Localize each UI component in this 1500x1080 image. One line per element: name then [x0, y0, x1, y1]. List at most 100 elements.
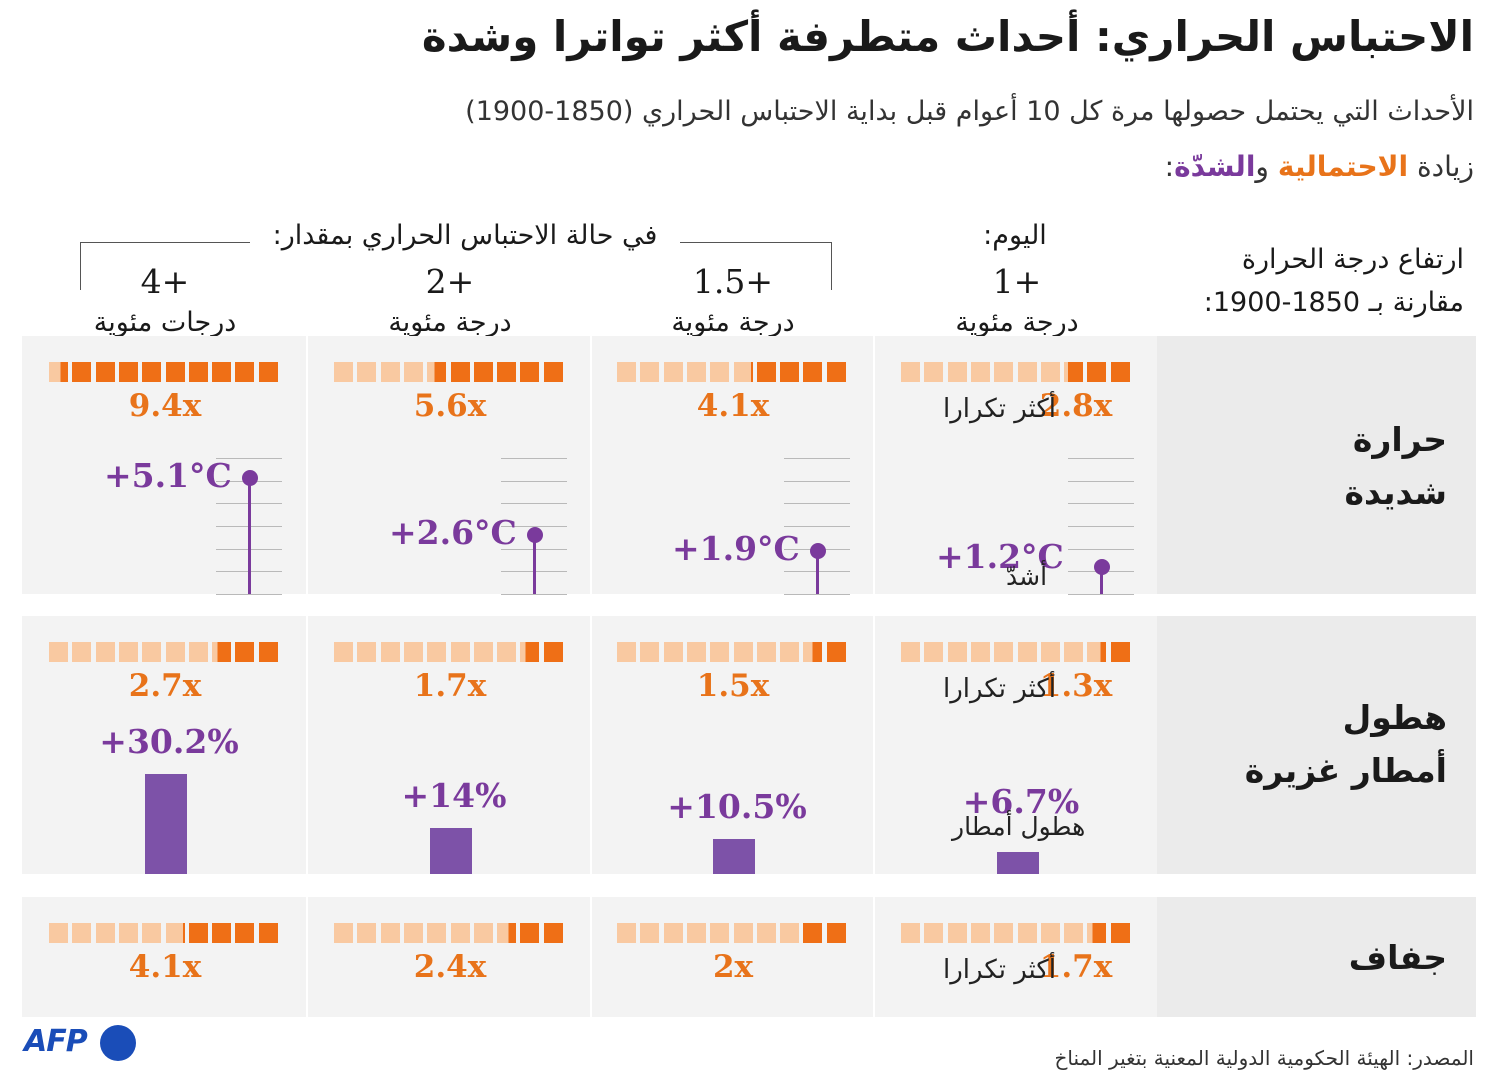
intensity-label: +1.2°C — [936, 536, 1064, 576]
likelihood-block — [663, 923, 683, 943]
row-label-bg — [1157, 897, 1476, 1017]
likelihood-label: 2.4x — [413, 949, 487, 985]
likelihood-block — [142, 362, 162, 382]
column-separator — [873, 897, 875, 1017]
likelihood-block — [403, 642, 423, 662]
intensity-dot — [527, 527, 543, 544]
likelihood-block — [780, 362, 800, 382]
intensity-stem — [533, 535, 536, 594]
legend-suffix: : — [1164, 150, 1175, 183]
likelihood-block — [188, 362, 208, 382]
likelihood-block — [970, 642, 990, 662]
likelihood-block — [95, 923, 115, 943]
intensity-label: +1.9°C — [672, 528, 800, 568]
intensity-bar — [713, 839, 755, 874]
column-separator — [873, 336, 875, 594]
likelihood-block — [640, 362, 660, 382]
intensity-dot — [810, 542, 826, 559]
likelihood-block — [497, 923, 517, 943]
likelihood-block — [947, 642, 967, 662]
gridline — [784, 480, 850, 482]
likelihood-block — [780, 923, 800, 943]
likelihood-block — [95, 362, 115, 382]
row-label-bg — [1157, 336, 1476, 594]
row-label-heat: حرارة شديدة — [1157, 414, 1447, 520]
row-label-line2: شديدة — [1344, 472, 1447, 512]
more-frequent-note: أكثر تكرارا — [942, 394, 1056, 424]
more-frequent-note: أكثر تكرارا — [942, 674, 1056, 704]
likelihood-block — [947, 362, 967, 382]
heavier-rain-note: هطول أمطار — [952, 812, 1086, 841]
likelihood-block — [118, 642, 138, 662]
likelihood-block — [380, 642, 400, 662]
logo-circle — [100, 1025, 136, 1061]
likelihood-block — [334, 642, 353, 662]
row-label-line1: هطول — [1342, 698, 1447, 737]
likelihood-block — [733, 362, 753, 382]
likelihood-label: 2.7x — [128, 668, 202, 704]
likelihood-block — [826, 642, 846, 662]
likelihood-block — [1064, 923, 1084, 943]
gridline — [216, 594, 282, 595]
gridline — [501, 458, 567, 459]
row-label-line1: حرارة — [1352, 420, 1447, 459]
likelihood-block — [165, 642, 185, 662]
intensity-stem — [1100, 566, 1103, 594]
likelihood-block — [72, 642, 92, 662]
likelihood-block — [473, 642, 493, 662]
likelihood-block — [142, 642, 162, 662]
likelihood-block — [924, 362, 944, 382]
row-label-line1: جفاف — [1348, 938, 1447, 977]
likelihood-block — [357, 923, 377, 943]
likelihood-block — [258, 923, 278, 943]
more-frequent-note: أكثر تكرارا — [942, 955, 1056, 985]
column-level: 1+ — [992, 262, 1042, 301]
intensity-stem — [248, 478, 251, 594]
likelihood-block — [640, 642, 660, 662]
likelihood-block — [924, 923, 944, 943]
likelihood-block — [1017, 923, 1037, 943]
likelihood-block — [901, 642, 920, 662]
likelihood-block — [1064, 642, 1084, 662]
gridline — [1068, 480, 1134, 482]
likelihood-block — [543, 642, 563, 662]
likelihood-block — [803, 362, 823, 382]
likelihood-block — [450, 923, 470, 943]
likelihood-block — [710, 923, 730, 943]
likelihood-blocks — [901, 923, 1133, 943]
gridline — [216, 458, 282, 459]
gridline — [1068, 594, 1134, 595]
likelihood-block — [380, 923, 400, 943]
row-header-line1: ارتفاع درجة الحرارة — [1241, 244, 1464, 275]
likelihood-block — [258, 642, 278, 662]
afp-logo: AFP — [24, 1024, 144, 1064]
likelihood-block — [756, 642, 776, 662]
likelihood-block — [334, 923, 353, 943]
row-header-line2: مقارنة بـ 1850-1900: — [1203, 287, 1464, 319]
likelihood-blocks — [334, 362, 566, 382]
column-separator — [306, 897, 308, 1017]
legend-likelihood: الاحتمالية — [1277, 150, 1409, 183]
intensity-label: +10.5% — [667, 787, 807, 827]
gridline — [1068, 548, 1134, 550]
likelihood-block — [357, 642, 377, 662]
likelihood-block — [212, 923, 232, 943]
likelihood-block — [1110, 923, 1130, 943]
likelihood-block — [710, 642, 730, 662]
likelihood-block — [497, 642, 517, 662]
likelihood-block — [543, 362, 563, 382]
likelihood-blocks — [334, 923, 566, 943]
intensity-label: +6.7% — [962, 782, 1080, 821]
legend-intensity: الشدّة — [1174, 150, 1256, 183]
likelihood-label: 1.7x — [413, 668, 487, 704]
likelihood-block — [403, 923, 423, 943]
likelihood-blocks — [49, 923, 281, 943]
likelihood-block — [1040, 923, 1060, 943]
intensity-dot — [1094, 558, 1110, 575]
likelihood-block — [450, 362, 470, 382]
likelihood-label: 4.1x — [696, 388, 770, 424]
likelihood-block — [780, 642, 800, 662]
likelihood-blocks — [617, 642, 849, 662]
likelihood-block — [118, 923, 138, 943]
legend-prefix: زيادة — [1408, 150, 1474, 183]
